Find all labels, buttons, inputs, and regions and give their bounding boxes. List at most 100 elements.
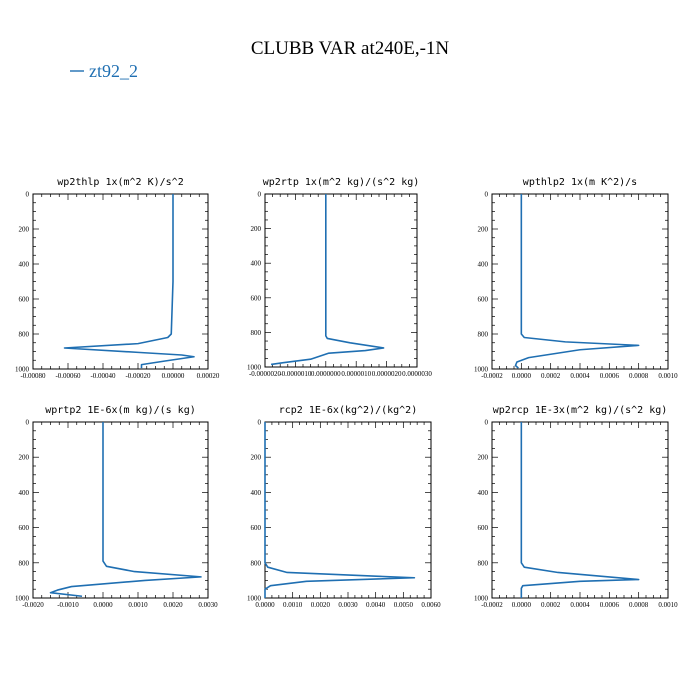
- y-tick-label: 0: [26, 191, 30, 199]
- x-tick-label: 0.0030: [338, 601, 358, 609]
- x-tick-label: 0.0004: [570, 372, 590, 380]
- x-tick-label: -0.0002: [481, 601, 503, 609]
- x-tick-label: 0.0008: [629, 372, 649, 380]
- y-tick-label: 800: [251, 329, 262, 337]
- y-tick-label: 600: [19, 524, 30, 532]
- y-tick-label: 600: [478, 524, 489, 532]
- x-tick-label: 0.0020: [311, 601, 331, 609]
- y-tick-label: 1000: [15, 366, 30, 374]
- x-tick-label: 0.0000020: [372, 370, 402, 378]
- y-tick-label: 600: [251, 294, 262, 302]
- y-tick-label: 1000: [474, 366, 489, 374]
- x-tick-label: -0.0010: [57, 601, 79, 609]
- x-tick-label: 0.0006: [600, 601, 620, 609]
- legend-label: zt92_2: [89, 61, 138, 81]
- panel-5: rcp2 1E-6x(kg^2)/(kg^2) 0.0000 0.0010 0.002…: [247, 405, 441, 609]
- x-tick-label: -0.00020: [125, 372, 151, 380]
- panel-6: wp2rcp 1E-3x(m^2 kg)/(s^2 kg) -0.0002 0.00…: [474, 405, 678, 609]
- x-tick-label: 0.0002: [541, 372, 561, 380]
- panel-4: wprtp2 1E-6x(m kg)/(s kg) -0.0020 -0.0010 0…: [15, 405, 218, 609]
- plot-frame: [491, 193, 669, 370]
- x-tick-label: -0.00040: [90, 372, 116, 380]
- y-tick-label: 200: [19, 226, 30, 234]
- x-tick-label: -0.0020: [22, 601, 44, 609]
- y-tick-label: 1000: [15, 595, 30, 603]
- x-tick-label: 0.0004: [570, 601, 590, 609]
- y-tick-label: 200: [478, 226, 489, 234]
- panel-2: wp2rtp 1x(m^2 kg)/(s^2 kg) -0.0000020-0.0…: [247, 177, 432, 378]
- x-tick-label: 0.0000030: [402, 370, 432, 378]
- y-tick-label: 400: [19, 261, 30, 269]
- x-tick-label: 0.00020: [197, 372, 220, 380]
- x-tick-label: -0.0000020: [249, 370, 282, 378]
- plot-frame: [491, 421, 669, 599]
- panel-1: wp2thlp 1x(m^2 K)/s^2 -0.00080 -0.00060 -0.…: [15, 177, 220, 380]
- panel-title: wp2rcp 1E-3x(m^2 kg)/(s^2 kg): [493, 405, 668, 416]
- y-tick-label: 0: [258, 419, 262, 427]
- x-tick-label: 0.0010: [658, 372, 678, 380]
- y-tick-label: 600: [19, 296, 30, 304]
- y-tick-label: 200: [478, 454, 489, 462]
- x-tick-label: 0.0002: [541, 601, 561, 609]
- y-tick-label: 0: [258, 191, 262, 199]
- series-line: [63, 194, 195, 369]
- y-tick-label: 600: [478, 296, 489, 304]
- y-tick-label: 800: [19, 331, 30, 339]
- series-line: [270, 194, 385, 366]
- y-tick-label: 400: [478, 261, 489, 269]
- y-tick-label: 800: [478, 559, 489, 567]
- panel-title: wp2rtp 1x(m^2 kg)/(s^2 kg): [263, 177, 420, 188]
- y-tick-label: 1000: [247, 595, 262, 603]
- panel-title: wp2thlp 1x(m^2 K)/s^2: [57, 177, 183, 188]
- x-tick-label: 0.0040: [366, 601, 386, 609]
- x-tick-label: 0.0000010: [341, 370, 371, 378]
- x-tick-label: 0.0000: [255, 601, 275, 609]
- series-line: [264, 422, 416, 598]
- y-tick-label: 400: [19, 489, 30, 497]
- series-line: [49, 422, 202, 598]
- x-tick-label: -0.00080: [20, 372, 46, 380]
- series-line: [514, 194, 640, 369]
- x-tick-label: 0.0030: [198, 601, 218, 609]
- x-tick-label: 0.0000: [512, 601, 532, 609]
- x-tick-label: 0.0000000: [311, 370, 341, 378]
- y-tick-label: 1000: [247, 364, 262, 372]
- x-tick-label: 0.0010: [283, 601, 303, 609]
- panel-grid: wp2thlp 1x(m^2 K)/s^2 -0.00080 -0.00060 -0.…: [15, 177, 678, 609]
- x-tick-label: 0.0000: [93, 601, 113, 609]
- y-tick-label: 0: [485, 419, 489, 427]
- y-tick-label: 200: [251, 454, 262, 462]
- x-tick-label: -0.00060: [55, 372, 81, 380]
- y-tick-label: 0: [26, 419, 30, 427]
- y-tick-label: 800: [478, 331, 489, 339]
- y-tick-label: 400: [478, 489, 489, 497]
- x-tick-label: 0.00000: [162, 372, 185, 380]
- y-tick-label: 600: [251, 524, 262, 532]
- y-tick-label: 400: [251, 260, 262, 268]
- y-tick-label: 1000: [474, 595, 489, 603]
- panel-title: wprtp2 1E-6x(m kg)/(s kg): [45, 405, 196, 416]
- y-tick-label: 200: [251, 225, 262, 233]
- x-tick-label: 0.0010: [658, 601, 678, 609]
- x-tick-label: 0.0010: [128, 601, 148, 609]
- panel-3: wpthlp2 1x(m K^2)/s -0.0002 0.0000 0.0002 0.…: [474, 177, 678, 380]
- plot-frame: [32, 193, 209, 370]
- panel-title: wpthlp2 1x(m K^2)/s: [523, 177, 637, 188]
- x-tick-label: 0.0060: [421, 601, 441, 609]
- x-tick-label: 0.0006: [600, 372, 620, 380]
- panel-title: rcp2 1E-6x(kg^2)/(kg^2): [279, 405, 417, 416]
- y-tick-label: 0: [485, 191, 489, 199]
- y-tick-label: 800: [19, 559, 30, 567]
- plot-frame: [264, 421, 432, 599]
- y-tick-label: 800: [251, 559, 262, 567]
- x-tick-label: 0.0008: [629, 601, 649, 609]
- plot-frame: [32, 421, 209, 599]
- series-line: [520, 422, 640, 598]
- y-tick-label: 200: [19, 454, 30, 462]
- x-tick-label: 0.0000: [512, 372, 532, 380]
- plot-frame: [264, 193, 418, 368]
- legend: zt92_2: [70, 61, 138, 81]
- figure-title: CLUBB VAR at240E,-1N: [251, 38, 450, 59]
- x-tick-label: -0.0002: [481, 372, 503, 380]
